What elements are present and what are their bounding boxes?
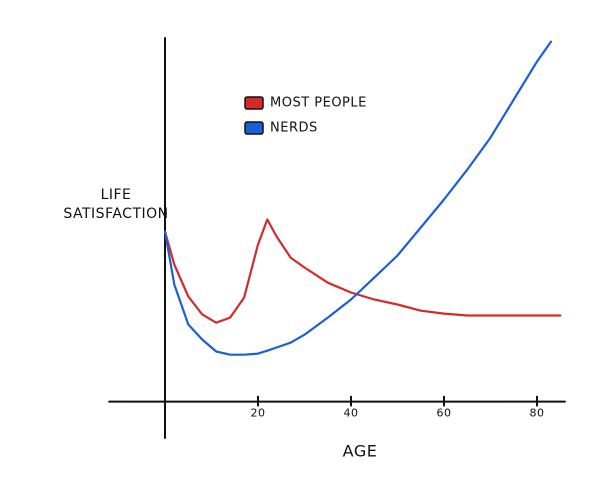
legend-label: MOST PEOPLE — [270, 96, 367, 111]
series-line — [163, 218, 562, 324]
x-tick-label: 20 — [251, 407, 266, 420]
x-tick-label: 80 — [530, 407, 545, 420]
legend-swatch — [244, 121, 264, 135]
x-tick-label: 60 — [437, 407, 452, 420]
legend-item: NERDS — [244, 121, 318, 136]
legend-label: NERDS — [270, 121, 318, 136]
series-line — [163, 40, 553, 356]
y-axis-label: LIFE SATISFACTION — [63, 187, 168, 222]
x-tick-label: 40 — [344, 407, 359, 420]
legend-item: MOST PEOPLE — [244, 96, 367, 111]
x-axis-label: AGE — [343, 442, 378, 461]
legend-swatch — [244, 96, 264, 110]
